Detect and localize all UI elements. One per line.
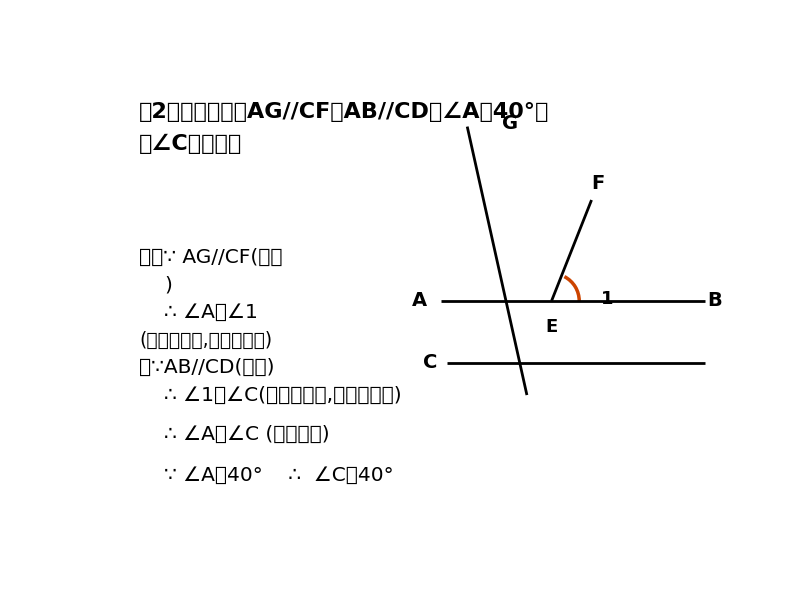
Text: ∴ ∠A＝∠C (等量代换): ∴ ∠A＝∠C (等量代换)	[164, 424, 330, 443]
Text: G: G	[503, 114, 518, 134]
Text: 求∠C的度数。: 求∠C的度数。	[139, 134, 242, 154]
Text: 又∵AB//CD(已知): 又∵AB//CD(已知)	[139, 358, 275, 377]
Text: E: E	[545, 318, 557, 336]
Text: 例2：如图，已知AG//CF，AB//CD，∠A＝40°，: 例2：如图，已知AG//CF，AB//CD，∠A＝40°，	[139, 101, 549, 122]
Text: A: A	[412, 291, 427, 311]
Text: ∴ ∠1＝∠C(两直线平行,同位角相等): ∴ ∠1＝∠C(两直线平行,同位角相等)	[164, 386, 402, 405]
Text: ): )	[164, 275, 172, 294]
Text: F: F	[592, 174, 605, 193]
Text: (两直线平行,同位角相等): (两直线平行,同位角相等)	[139, 331, 272, 349]
Text: B: B	[707, 291, 722, 311]
Text: 解：∵ AG//CF(已知: 解：∵ AG//CF(已知	[139, 248, 283, 267]
Text: C: C	[423, 353, 437, 372]
Text: ∵ ∠A＝40°    ∴  ∠C＝40°: ∵ ∠A＝40° ∴ ∠C＝40°	[164, 466, 394, 485]
Text: 1: 1	[601, 290, 613, 308]
Text: ∴ ∠A＝∠1: ∴ ∠A＝∠1	[164, 303, 258, 322]
